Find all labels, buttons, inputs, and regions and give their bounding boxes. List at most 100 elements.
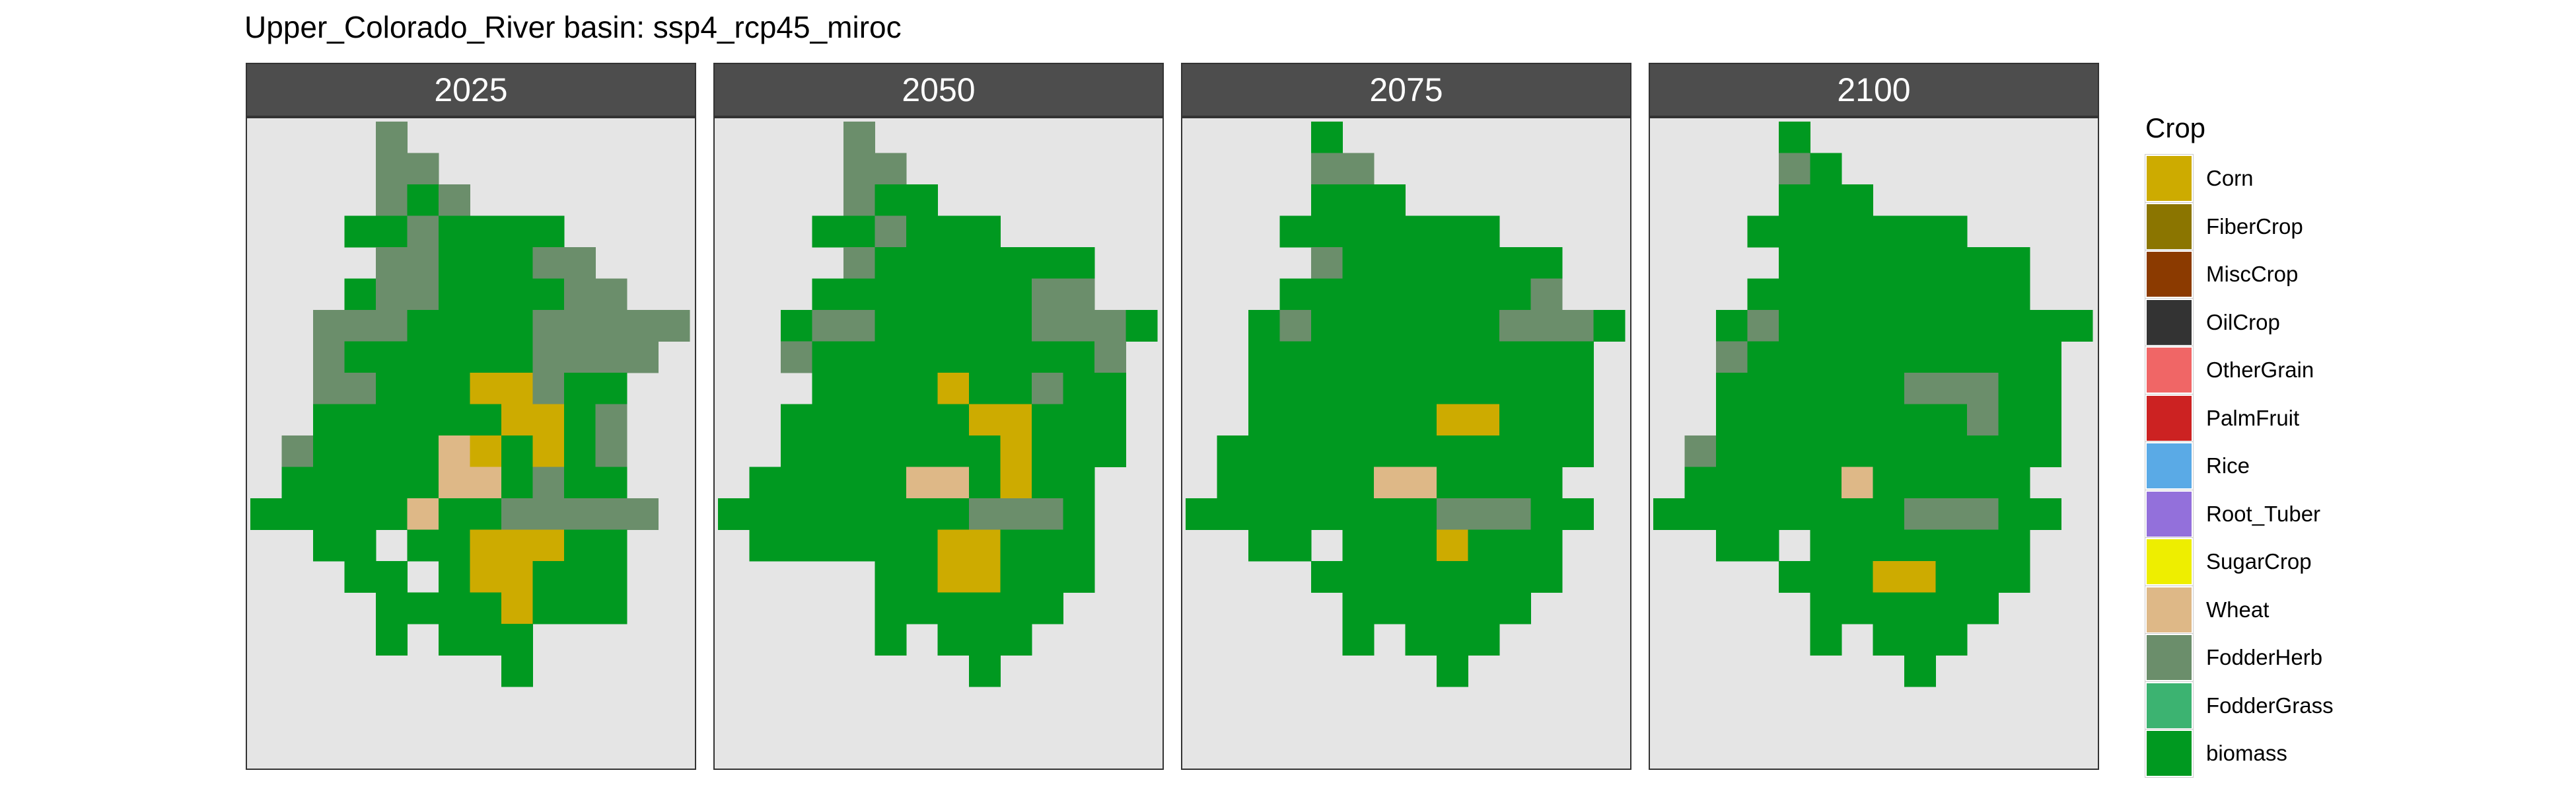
grid-cell-biomass bbox=[1248, 435, 1280, 467]
grid-cell-corn bbox=[969, 561, 1001, 593]
grid-cell-biomass bbox=[564, 467, 596, 499]
grid-cell-biomass bbox=[937, 435, 970, 467]
grid-cell-biomass bbox=[1342, 624, 1375, 656]
grid-cell-corn bbox=[1000, 404, 1032, 436]
grid-cell-biomass bbox=[875, 184, 907, 216]
grid-cell-biomass bbox=[1904, 529, 1936, 562]
grid-cell-biomass bbox=[937, 215, 970, 248]
grid-cell-biomass bbox=[1063, 467, 1095, 499]
grid-cell-biomass bbox=[1530, 529, 1563, 562]
grid-cell-biomass bbox=[1684, 467, 1717, 499]
grid-cell-biomass bbox=[439, 561, 470, 593]
grid-cell-fodderherb bbox=[812, 310, 844, 342]
grid-cell-biomass bbox=[812, 215, 844, 248]
grid-cell-biomass bbox=[1873, 624, 1905, 656]
grid-cell-biomass bbox=[1279, 373, 1312, 404]
legend-swatch bbox=[2145, 489, 2194, 539]
grid-cell-biomass bbox=[1499, 561, 1531, 593]
grid-cell-biomass bbox=[439, 215, 470, 248]
grid-cell-biomass bbox=[564, 404, 596, 436]
grid-cell-biomass bbox=[1873, 310, 1905, 342]
grid-cell-biomass bbox=[1468, 435, 1500, 467]
grid-cell-biomass bbox=[1935, 404, 1968, 436]
grid-cell-biomass bbox=[344, 498, 376, 530]
grid-cell-fodderherb bbox=[376, 184, 408, 216]
grid-cell-fodderherb bbox=[1342, 153, 1375, 185]
grid-cell-biomass bbox=[1967, 278, 1999, 311]
grid-cell-corn bbox=[969, 404, 1001, 436]
grid-cell-fodderherb bbox=[1468, 498, 1500, 530]
grid-cell-biomass bbox=[501, 278, 533, 311]
grid-cell-fodderherb bbox=[627, 498, 659, 530]
grid-cell-biomass bbox=[344, 404, 376, 436]
grid-cell-biomass bbox=[1279, 467, 1312, 499]
grid-cell-fodderherb bbox=[313, 341, 345, 373]
grid-cell-biomass bbox=[2030, 373, 2061, 404]
grid-cell-biomass bbox=[781, 310, 812, 342]
grid-cell-fodderherb bbox=[658, 310, 690, 342]
grid-cell-biomass bbox=[439, 341, 470, 373]
grid-cell-biomass bbox=[1374, 215, 1406, 248]
facet-strip-label: 2100 bbox=[1649, 63, 2099, 117]
grid-cell-fodderherb bbox=[1311, 247, 1343, 279]
grid-cell-fodderherb bbox=[344, 373, 376, 404]
grid-cell-biomass bbox=[1374, 561, 1406, 593]
grid-cell-biomass bbox=[1094, 435, 1126, 467]
grid-cell-biomass bbox=[906, 404, 938, 436]
grid-cell-biomass bbox=[1779, 435, 1810, 467]
grid-cell-biomass bbox=[1842, 435, 1873, 467]
grid-cell-fodderherb bbox=[532, 373, 565, 404]
grid-cell-biomass bbox=[344, 278, 376, 311]
legend-label: FodderGrass bbox=[2206, 693, 2334, 718]
legend-swatch bbox=[2145, 393, 2194, 443]
legend-swatch bbox=[2145, 681, 2194, 730]
grid-cell-biomass bbox=[1779, 310, 1810, 342]
grid-cell-biomass bbox=[470, 592, 502, 624]
grid-cell-biomass bbox=[1779, 467, 1810, 499]
legend-label: Rice bbox=[2206, 453, 2250, 478]
grid-cell-fodderherb bbox=[1562, 310, 1594, 342]
legend-item-foddergrass: FodderGrass bbox=[2145, 681, 2334, 730]
grid-cell-biomass bbox=[1935, 561, 1968, 593]
grid-cell-biomass bbox=[407, 435, 439, 467]
grid-cell-fodderherb bbox=[595, 404, 627, 436]
grid-cell-corn bbox=[1000, 435, 1032, 467]
grid-cell-biomass bbox=[1716, 529, 1748, 562]
grid-cell-fodderherb bbox=[595, 278, 627, 311]
grid-cell-biomass bbox=[1468, 215, 1500, 248]
grid-cell-biomass bbox=[1311, 310, 1343, 342]
grid-cell-biomass bbox=[376, 341, 408, 373]
legend-label: FiberCrop bbox=[2206, 213, 2303, 239]
grid-cell-biomass bbox=[1405, 624, 1437, 656]
grid-cell-biomass bbox=[1716, 498, 1748, 530]
grid-cell-biomass bbox=[781, 404, 812, 436]
grid-cell-biomass bbox=[1873, 278, 1905, 311]
grid-cell-biomass bbox=[1779, 373, 1810, 404]
grid-cell-biomass bbox=[1000, 624, 1032, 656]
grid-cell-biomass bbox=[781, 467, 812, 499]
grid-cell-biomass bbox=[1311, 215, 1343, 248]
grid-cell-corn bbox=[501, 529, 533, 562]
grid-cell-biomass bbox=[376, 215, 408, 248]
grid-cell-wheat bbox=[407, 498, 439, 530]
grid-cell-biomass bbox=[1998, 373, 2030, 404]
grid-cell-biomass bbox=[1342, 498, 1375, 530]
grid-cell-fodderherb bbox=[595, 341, 627, 373]
grid-cell-fodderherb bbox=[407, 153, 439, 185]
grid-cell-biomass bbox=[1998, 247, 2030, 279]
legend-swatch bbox=[2145, 297, 2194, 347]
grid-cell-fodderherb bbox=[627, 310, 659, 342]
grid-cell-biomass bbox=[1342, 278, 1375, 311]
grid-cell-biomass bbox=[1311, 498, 1343, 530]
grid-cell-biomass bbox=[1810, 153, 1842, 185]
grid-cell-fodderherb bbox=[344, 310, 376, 342]
grid-cell-biomass bbox=[1437, 215, 1468, 248]
grid-cell-fodderherb bbox=[1094, 310, 1126, 342]
grid-cell-biomass bbox=[1499, 373, 1531, 404]
grid-cell-biomass bbox=[749, 529, 781, 562]
grid-cell-fodderherb bbox=[595, 435, 627, 467]
grid-cell-wheat bbox=[1842, 467, 1873, 499]
grid-cell-biomass bbox=[875, 373, 907, 404]
grid-cell-fodderherb bbox=[1032, 373, 1063, 404]
grid-cell-fodderherb bbox=[281, 435, 314, 467]
